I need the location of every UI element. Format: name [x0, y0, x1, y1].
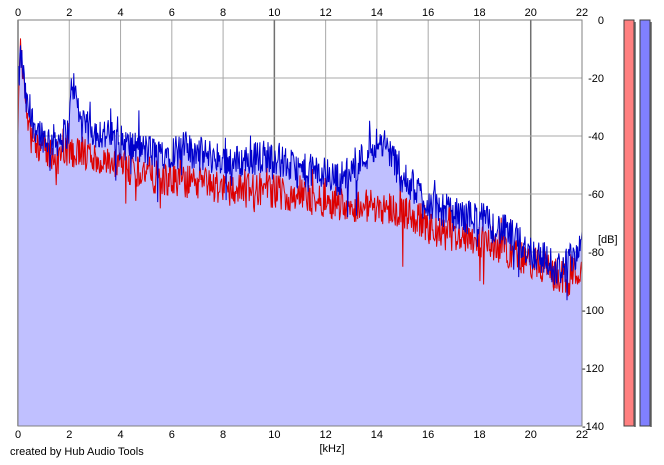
x-tick-label-bottom: 16 — [422, 429, 434, 441]
x-tick-label-bottom: 4 — [117, 429, 123, 441]
y-tick-label: -40 — [588, 131, 604, 143]
level-meter-bar — [639, 19, 651, 427]
x-tick-label-bottom: 14 — [371, 429, 383, 441]
series-line-blue — [17, 45, 583, 301]
series-layer — [17, 38, 583, 427]
x-tick-label-bottom: 12 — [320, 429, 332, 441]
x-tick-label-top: 18 — [473, 7, 485, 19]
y-tick-label: -20 — [588, 73, 604, 85]
y-tick-label: -80 — [588, 247, 604, 259]
x-tick-label-top: 4 — [117, 7, 123, 19]
y-tick-label: -100 — [582, 305, 604, 317]
x-tick-label-top: 14 — [371, 7, 383, 19]
axes: 002244668810101212141416161818202022220-… — [15, 7, 618, 455]
x-tick-label-bottom: 22 — [576, 429, 588, 441]
x-tick-label-top: 20 — [525, 7, 537, 19]
x-tick-label-top: 16 — [422, 7, 434, 19]
y-tick-label: -60 — [588, 189, 604, 201]
x-tick-label-top: 10 — [268, 7, 280, 19]
x-tick-label-bottom: 8 — [220, 429, 226, 441]
x-tick-label-bottom: 0 — [15, 429, 21, 441]
x-tick-label-top: 6 — [169, 7, 175, 19]
x-tick-label-bottom: 6 — [169, 429, 175, 441]
series-line-red — [17, 38, 583, 297]
x-tick-label-bottom: 18 — [473, 429, 485, 441]
x-tick-label-top: 22 — [576, 7, 588, 19]
x-tick-label-top: 12 — [320, 7, 332, 19]
level-meter-bar — [623, 19, 635, 427]
x-tick-label-bottom: 2 — [66, 429, 72, 441]
level-meters — [623, 19, 652, 427]
x-tick-label-top: 2 — [66, 7, 72, 19]
y-axis-label: [dB] — [598, 234, 618, 246]
y-tick-label: -140 — [582, 421, 604, 433]
y-tick-label: -120 — [582, 363, 604, 375]
x-axis-label: [kHz] — [319, 443, 344, 455]
y-tick-label: 0 — [598, 15, 604, 27]
credit-text: created by Hub Audio Tools — [10, 446, 144, 458]
x-tick-label-bottom: 10 — [268, 429, 280, 441]
plot-frame — [17, 19, 583, 427]
x-tick-label-bottom: 20 — [525, 429, 537, 441]
x-tick-label-top: 0 — [15, 7, 21, 19]
x-tick-label-top: 8 — [220, 7, 226, 19]
series-fill — [18, 45, 582, 427]
